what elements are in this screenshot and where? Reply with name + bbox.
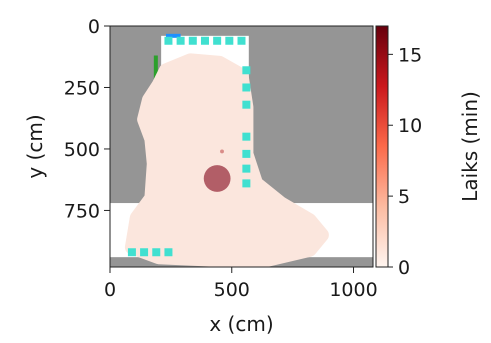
marker-right [242, 179, 251, 188]
colorbar-tick-label: 5 [398, 186, 410, 208]
marker-top [188, 36, 197, 45]
marker-right [242, 100, 251, 109]
colorbar-tick-label: 10 [398, 115, 422, 137]
x-tick-label: 0 [104, 279, 116, 301]
axes: 0 500 1000 0 250 500 750 x (cm) y (cm) [23, 16, 378, 336]
y-tick-label: 0 [88, 16, 100, 38]
hotspot [203, 165, 231, 192]
axes-frame [109, 25, 374, 268]
colorbar-tick-label: 15 [398, 44, 422, 66]
y-tick-label: 500 [64, 139, 100, 161]
y-axis-label: y (cm) [23, 114, 47, 178]
hotspot [220, 149, 224, 154]
y-tick-label: 750 [64, 200, 100, 222]
colorbar-label: Laiks (min) [458, 91, 482, 202]
plot-area [110, 26, 373, 267]
marker-top [200, 36, 209, 45]
marker-bottom [164, 248, 173, 257]
marker-top [176, 36, 185, 45]
colorbar-gradient [375, 25, 389, 268]
x-tick-label: 500 [214, 279, 250, 301]
colorbar-tick-label: 0 [398, 257, 410, 279]
marker-top [237, 36, 246, 45]
marker-right [242, 149, 251, 158]
marker-top [225, 36, 234, 45]
entry-strip [166, 33, 181, 38]
marker-right [242, 66, 251, 75]
marker-bottom [152, 248, 161, 257]
marker-top [164, 36, 173, 45]
marker-right [242, 164, 251, 173]
marker-right [242, 83, 251, 92]
heat-cloud [124, 53, 329, 267]
y-tick-label: 250 [64, 77, 100, 99]
marker-bottom [140, 248, 149, 257]
x-axis-label: x (cm) [209, 312, 273, 336]
marker-right [242, 132, 251, 141]
colorbar: 0 5 10 15 Laiks (min) [375, 25, 482, 279]
marker-top [213, 36, 222, 45]
wall-marker [153, 55, 158, 88]
marker-bottom [127, 248, 136, 257]
x-tick-label: 1000 [329, 279, 377, 301]
